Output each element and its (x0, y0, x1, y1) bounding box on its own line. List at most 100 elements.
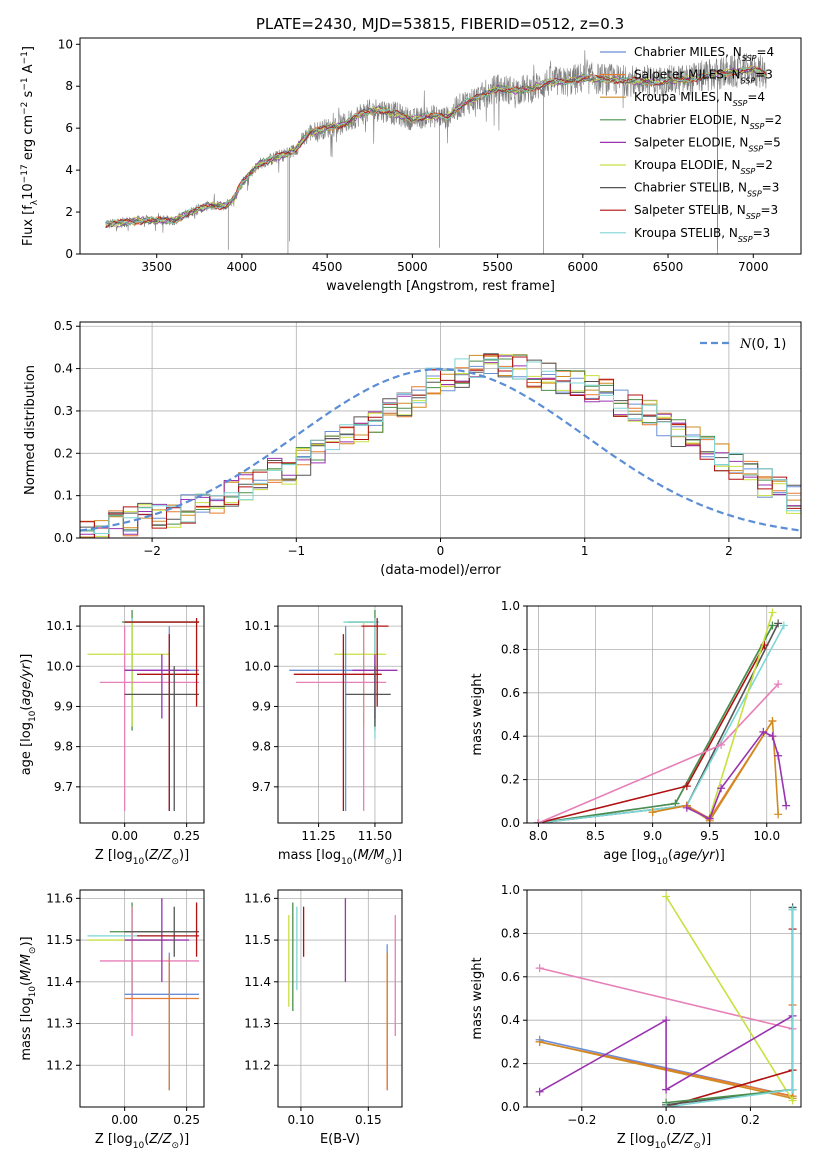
y-tick-label: 0.2 (501, 773, 520, 787)
histogram-4 (80, 354, 801, 538)
x-axis-label: mass [log10(M/M⊙)] (278, 848, 402, 867)
weight-marker (662, 1085, 671, 1094)
label-part: )] (701, 1132, 711, 1147)
weight-marker (768, 608, 777, 617)
label-part: M/M (358, 848, 385, 863)
x-tick-label: 4000 (227, 260, 258, 274)
weight-series-5 (665, 896, 794, 1101)
y-tick-label: 0.2 (501, 1057, 520, 1071)
y-tick-label: 0.4 (501, 1013, 520, 1027)
model-line-8 (105, 65, 767, 229)
label-part: Z/Z (148, 848, 172, 863)
x-axis-label: wavelength [Angstrom, rest frame] (326, 279, 555, 294)
y-tick-label: 11.5 (244, 933, 271, 947)
label-part: age [log (603, 848, 656, 863)
label-part: M/M (19, 954, 34, 981)
label-part: ( (19, 706, 34, 711)
x-tick-label: 7000 (738, 260, 769, 274)
legend-text: Chabrier MILES, N (634, 45, 742, 59)
legend-args: (0, 1) (751, 337, 786, 352)
axes-frame (79, 321, 802, 539)
y-tick-label: 0.6 (501, 686, 520, 700)
y-tick-label: 0.0 (54, 531, 73, 545)
label-part: ⊙ (693, 1141, 701, 1151)
legend-suffix: =4 (747, 90, 765, 104)
y-tick-label: 10.1 (244, 619, 271, 633)
weight-marker (662, 892, 671, 901)
legend-sub: SSP (747, 189, 762, 198)
x-tick-label: 10.0 (753, 829, 780, 843)
x-tick-label: −2 (143, 544, 161, 558)
axes-frame (79, 605, 205, 824)
axes-frame (79, 889, 205, 1108)
y-tick-label: 10.0 (244, 659, 271, 673)
chart-age_vs_mass: 11.25 11.50 9.7 9.8 9.9 10.0 10.1 mass [log10(M… (244, 605, 403, 867)
weight-marker (768, 621, 777, 630)
label-part: wavelength [Angstrom, rest frame] (326, 279, 555, 294)
weight-marker (717, 740, 726, 749)
label-part: (data-model)/error (380, 563, 501, 578)
y-tick-label: 0.0 (501, 1100, 520, 1114)
y-axis-label: Normed distribution (23, 365, 38, 495)
x-tick-label: −0.2 (567, 1113, 596, 1127)
legend-sub: SSP (748, 144, 763, 153)
plot-area (105, 50, 768, 254)
x-tick-label: 0.25 (173, 829, 200, 843)
x-tick-label: 2 (725, 544, 733, 558)
histogram-8 (80, 354, 801, 538)
label-part: ( (353, 848, 358, 863)
weight-marker (788, 905, 797, 914)
legend-entry: Salpeter MILES, NSSP=3 (634, 68, 773, 86)
x-tick-label: 6500 (653, 260, 684, 274)
legend-entry: Salpeter STELIB, NSSP=3 (634, 203, 778, 221)
weight-marker (782, 801, 791, 810)
weight-marker (774, 680, 783, 689)
x-tick-label: −1 (287, 544, 305, 558)
x-tick-label: 11.50 (358, 829, 392, 843)
chart-weight_vs_age: 8.0 8.5 9.0 9.5 10.0 0.0 0.2 0.4 0.6 0.8 1.0 age [l… (470, 599, 802, 867)
weight-series-4 (538, 625, 785, 823)
x-tick-label: 3500 (141, 260, 172, 274)
weight-marker (705, 814, 714, 823)
y-axis-label: age [log10(age/yr)] (19, 654, 38, 776)
label-part: ⊙ (28, 947, 38, 955)
label-part: λ (30, 199, 40, 205)
legend-text: Kroupa MILES, N (634, 90, 733, 104)
histogram-6 (80, 354, 801, 538)
y-tick-label: 4 (65, 163, 73, 177)
plot-area (288, 898, 396, 1091)
x-tick-label: 0.25 (173, 1113, 200, 1127)
gaussian-curve (80, 367, 801, 532)
weight-marker (534, 819, 543, 823)
plot-area (535, 892, 797, 1107)
axes-frame (277, 605, 403, 824)
y-tick-label: 9.9 (252, 699, 271, 713)
weight-marker (788, 1085, 797, 1094)
chart-age_vs_Z: 0.00 0.259.79.89.910.010.1Z [log10(Z/Z⊙)]… (19, 605, 205, 867)
x-tick-label: 0.15 (355, 1113, 382, 1127)
legend-text: Salpeter ELODIE, N (634, 135, 748, 149)
legend-entry: Kroupa STELIB, NSSP=3 (634, 226, 770, 244)
legend-sub: SSP (733, 99, 748, 108)
weight-series-1 (539, 967, 793, 1030)
y-tick-label: 9.7 (252, 780, 271, 794)
y-tick-label: 0.5 (54, 319, 73, 333)
legend-text: Salpeter MILES, N (634, 68, 741, 82)
label-part: Z [log (95, 1132, 133, 1147)
legend-suffix: =3 (760, 203, 778, 217)
y-tick-label: 0.1 (54, 489, 73, 503)
legend-suffix: =2 (755, 158, 773, 172)
chart-residuals: −2 −1 0 1 2 0.0 0.1 0.2 0.3 0.4 0.5 N(0, 1) (data-mo… (23, 319, 802, 578)
label-part: −17 (20, 164, 30, 183)
y-tick-label: 0 (65, 247, 73, 261)
legend-sub: SSP (738, 234, 753, 243)
chart-spectrum: 3500 4000 4500 5000 5500 6000 6500 7000 0 2 4 6 8 10 C… (20, 37, 802, 294)
histogram-9 (80, 358, 801, 538)
plot-area (87, 610, 200, 811)
legend-sub: SSP (750, 121, 765, 130)
legend-entry: Chabrier MILES, NSSP=4 (634, 45, 774, 63)
legend-text: Kroupa STELIB, N (634, 226, 738, 240)
label-part: ⊙ (171, 1141, 179, 1151)
label-part: mass [log (19, 997, 34, 1060)
